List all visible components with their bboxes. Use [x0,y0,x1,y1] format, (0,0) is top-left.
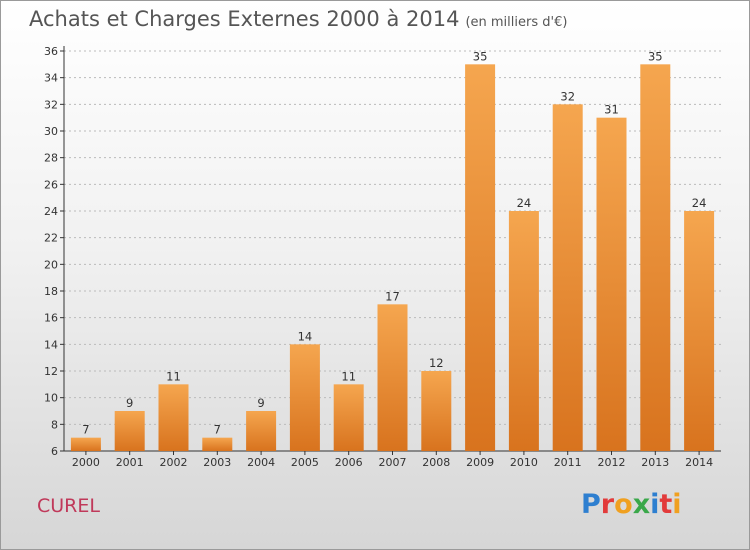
y-tick-label: 30 [44,125,58,138]
commune-name: CUREL [37,495,100,517]
title-text: Achats et Charges Externes 2000 à 2014 [29,7,460,31]
data-label: 32 [560,89,575,103]
data-label: 24 [692,196,707,210]
y-tick-label: 18 [44,285,58,298]
x-tick-label: 2004 [247,456,275,469]
y-tick-label: 8 [51,418,58,431]
chart-title: Achats et Charges Externes 2000 à 2014 (e… [29,7,567,31]
data-label: 24 [517,196,532,210]
y-tick-label: 36 [44,45,58,58]
x-tick-label: 2006 [335,456,363,469]
logo-letter: r [600,489,615,520]
x-tick-label: 2012 [598,456,626,469]
data-label: 35 [473,49,488,63]
y-tick-label: 26 [44,178,58,191]
data-label: 11 [341,369,356,383]
bar [465,64,496,452]
y-tick-label: 14 [44,338,58,351]
logo-letter: t [659,489,673,520]
x-tick-label: 2001 [116,456,144,469]
logo-letter: i [672,489,682,520]
data-label: 9 [257,396,264,410]
bar [333,384,364,451]
y-tick-label: 10 [44,392,58,405]
y-tick-label: 32 [44,98,58,111]
bar [684,211,715,451]
logo-letter: o [614,489,633,520]
bar [552,104,583,451]
y-tick-label: 16 [44,312,58,325]
bar [377,304,408,451]
x-tick-label: 2011 [554,456,582,469]
x-tick-label: 2008 [422,456,450,469]
y-tick-label: 20 [44,258,58,271]
bar [596,117,627,452]
x-tick-label: 2007 [379,456,407,469]
y-tick-label: 34 [44,72,58,85]
x-tick-label: 2014 [685,456,713,469]
unit-label: (en milliers d'€) [465,15,568,30]
y-tick-label: 24 [44,205,58,218]
logo-letter: P [581,489,601,520]
bar [70,437,101,451]
x-tick-label: 2009 [466,456,494,469]
data-label: 7 [82,423,89,437]
y-tick-label: 28 [44,152,58,165]
data-label: 35 [648,49,663,63]
bar [421,371,452,451]
data-label: 12 [429,356,444,370]
x-tick-label: 2010 [510,456,538,469]
y-tick-label: 6 [51,445,58,458]
bar [640,64,671,452]
data-label: 11 [166,369,181,383]
data-label: 31 [604,103,619,117]
bar [202,437,233,451]
y-tick-label: 22 [44,232,58,245]
proxiti-logo: Proxiti [581,489,682,520]
bar [289,344,320,451]
logo-letter: i [650,489,660,520]
bar [508,211,539,451]
logo-letter: x [632,489,651,520]
bar [114,411,145,451]
data-label: 17 [385,289,400,303]
data-label: 9 [126,396,133,410]
data-label: 7 [214,423,221,437]
bar [158,384,189,451]
bar [246,411,277,451]
x-tick-label: 2000 [72,456,100,469]
x-tick-label: 2003 [203,456,231,469]
x-tick-label: 2002 [160,456,188,469]
x-tick-label: 2005 [291,456,319,469]
y-tick-label: 12 [44,365,58,378]
x-tick-label: 2013 [641,456,669,469]
data-label: 14 [298,329,313,343]
